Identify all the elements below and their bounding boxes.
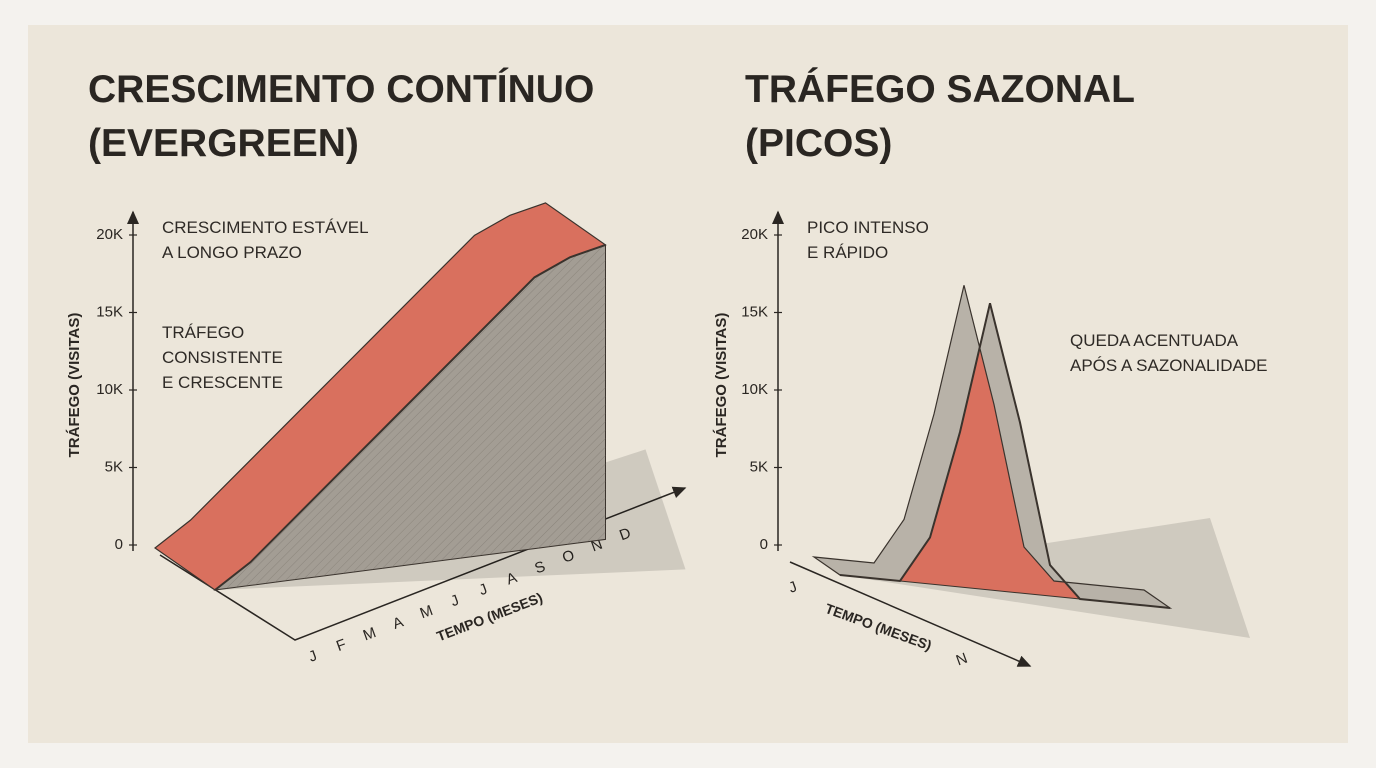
- x-tick-label: O: [560, 547, 577, 567]
- y-tick-label: 5K: [105, 458, 123, 475]
- annotation: QUEDA ACENTUADA APÓS A SAZONALIDADE: [1070, 331, 1268, 375]
- x-tick-label: J: [477, 581, 490, 600]
- wall-hatch: [215, 244, 606, 590]
- y-tick-label: 20K: [96, 226, 123, 243]
- y-tick-label: 20K: [741, 226, 768, 243]
- area-line: [214, 243, 606, 591]
- area-line: [839, 303, 1171, 609]
- y-tick-label: 0: [115, 536, 123, 553]
- y-axis-label: TRÁFEGO (VISITAS): [713, 313, 730, 458]
- chart-title: TRÁFEGO SAZONAL (PICOS): [745, 68, 1135, 165]
- x-axis-label: TEMPO (MESES): [823, 600, 934, 653]
- panel: [28, 25, 1348, 743]
- x-tick-label: J: [306, 647, 319, 666]
- annotation: TRÁFEGO CONSISTENTE E CRESCENTE: [162, 323, 283, 392]
- y-tick-label: 10K: [741, 381, 768, 398]
- y-axis-label: TRÁFEGO (VISITAS): [66, 313, 83, 458]
- y-tick-label: 15K: [96, 303, 123, 320]
- y-tick-label: 10K: [96, 381, 123, 398]
- chart-title: CRESCIMENTO CONTÍNUO (EVERGREEN): [88, 68, 595, 165]
- y-tick-label: 15K: [741, 303, 768, 320]
- x-tick-label: F: [334, 636, 348, 655]
- x-tick-label: A: [390, 614, 405, 633]
- y-tick-label: 0: [760, 536, 768, 553]
- x-tick-label: M: [361, 624, 379, 644]
- x-tick-label: J: [786, 578, 799, 597]
- annotation: PICO INTENSO E RÁPIDO: [807, 218, 929, 262]
- y-tick-label: 5K: [750, 458, 768, 475]
- x-tick-label: M: [418, 602, 436, 622]
- x-tick-label: N: [954, 650, 970, 670]
- x-tick-label: J: [448, 592, 461, 611]
- annotation: CRESCIMENTO ESTÁVEL A LONGO PRAZO: [162, 218, 369, 262]
- x-axis: [789, 561, 1032, 667]
